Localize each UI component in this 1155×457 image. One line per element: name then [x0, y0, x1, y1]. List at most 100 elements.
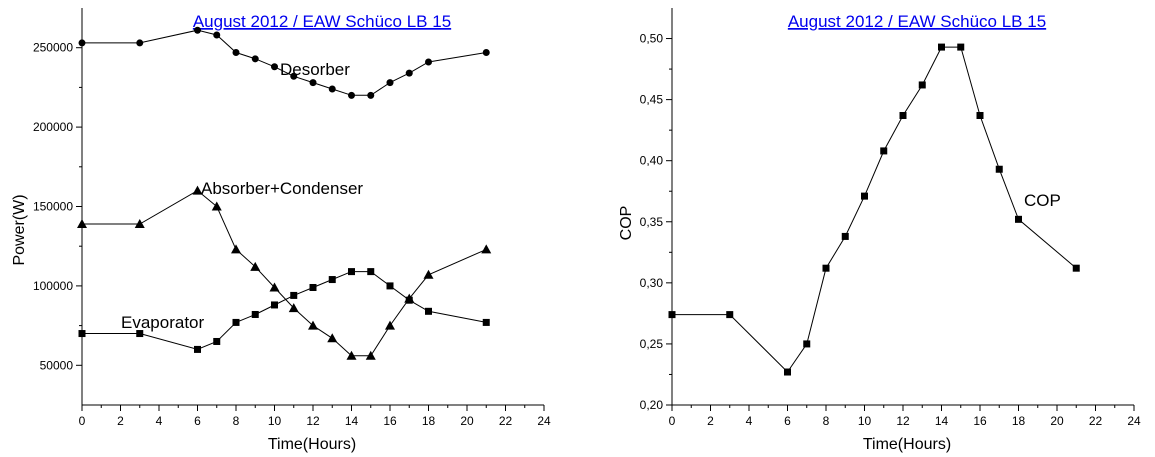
data-point-triangle — [385, 320, 395, 330]
cop-chart-ylabel: COP — [618, 206, 635, 241]
x-tick-label: 0 — [79, 414, 86, 428]
data-point-square — [957, 43, 965, 51]
data-point-square — [136, 330, 144, 338]
data-point-circle — [290, 72, 298, 80]
data-point-circle — [309, 79, 317, 87]
y-tick-label: 0,35 — [640, 215, 664, 229]
data-point-triangle — [192, 185, 203, 195]
data-point-triangle — [250, 261, 261, 271]
series-line-evaporator — [82, 271, 487, 350]
data-point-circle — [328, 85, 336, 93]
data-point-square — [822, 264, 830, 272]
x-tick-label: 8 — [823, 414, 830, 428]
series-label-absorber-condenser: Absorber+Condenser — [201, 179, 363, 198]
data-point-square — [348, 268, 355, 276]
y-tick-label: 0,20 — [640, 398, 664, 412]
x-tick-label: 10 — [858, 414, 872, 428]
data-point-circle — [213, 31, 221, 39]
y-tick-label: 0,40 — [640, 154, 664, 168]
x-tick-label: 8 — [233, 414, 240, 428]
x-tick-label: 18 — [1012, 414, 1026, 428]
y-tick-label: 50000 — [40, 358, 74, 372]
x-tick-label: 16 — [973, 414, 987, 428]
x-tick-label: 14 — [345, 414, 359, 428]
power-chart-markers — [77, 26, 492, 360]
series-label-evaporator: Evaporator — [121, 313, 204, 332]
series-label-cop: COP — [1024, 191, 1061, 210]
x-tick-label: 18 — [422, 414, 436, 428]
data-point-square — [482, 318, 490, 326]
data-point-square — [861, 192, 868, 200]
series-line-cop — [672, 46, 1077, 373]
data-point-square — [251, 310, 259, 318]
data-point-circle — [136, 39, 144, 47]
data-point-circle — [367, 91, 375, 99]
data-point-circle — [405, 69, 413, 77]
y-tick-label: 0,45 — [640, 93, 664, 107]
data-point-square — [1072, 264, 1080, 272]
data-point-triangle — [211, 201, 222, 211]
x-tick-label: 6 — [784, 414, 791, 428]
x-tick-label: 2 — [117, 414, 124, 428]
cop-chart: August 2012 / EAW Schüco LB 15 Time(Hour… — [618, 8, 1141, 453]
data-point-circle — [425, 58, 432, 66]
y-tick-label: 250000 — [33, 41, 73, 55]
data-point-triangle — [365, 350, 376, 360]
x-tick-label: 6 — [194, 414, 201, 428]
power-chart-axes: 0 2 4 6 8 10 12 14 16 18 20 22 245000010000015000020… — [33, 8, 551, 428]
x-tick-label: 24 — [537, 414, 551, 428]
cop-chart-xlabel: Time(Hours) — [863, 436, 951, 453]
data-point-triangle — [481, 244, 492, 254]
data-point-triangle — [269, 282, 280, 292]
data-point-square — [386, 282, 394, 290]
y-tick-label: 0,30 — [640, 276, 664, 290]
power-chart-xlabel: Time(Hours) — [268, 436, 356, 453]
power-chart-lines — [82, 29, 487, 357]
cop-chart-axes: 0 2 4 6 8 10 12 14 16 18 20 22 240,200,250,300,350,4… — [640, 8, 1141, 428]
y-tick-label: 100000 — [33, 279, 73, 293]
data-point-square — [668, 311, 676, 319]
y-tick-label: 0,25 — [640, 337, 664, 351]
data-point-square — [232, 318, 240, 326]
power-chart: August 2012 / EAW Schüco LB 15 Time(Hour… — [11, 8, 551, 453]
series-label-desorber: Desorber — [280, 60, 350, 79]
data-point-square — [841, 232, 849, 240]
data-point-square — [425, 307, 432, 315]
data-point-triangle — [77, 218, 87, 228]
x-tick-label: 24 — [1127, 414, 1141, 428]
data-point-square — [976, 111, 984, 119]
x-tick-label: 10 — [268, 414, 282, 428]
x-tick-label: 12 — [896, 414, 910, 428]
x-tick-label: 22 — [1089, 414, 1103, 428]
data-point-triangle — [134, 218, 145, 228]
power-chart-ylabel: Power(W) — [11, 194, 28, 265]
x-tick-label: 12 — [306, 414, 320, 428]
x-tick-label: 20 — [1050, 414, 1064, 428]
data-point-triangle — [308, 320, 318, 330]
x-tick-label: 4 — [156, 414, 163, 428]
data-point-circle — [232, 48, 240, 56]
data-point-square — [213, 337, 221, 345]
cop-chart-markers — [668, 43, 1080, 376]
data-point-square — [290, 291, 298, 299]
data-point-square — [899, 111, 907, 119]
data-point-circle — [78, 39, 86, 47]
data-point-triangle — [423, 269, 434, 279]
data-point-triangle — [327, 333, 338, 343]
y-tick-label: 0,50 — [640, 32, 664, 46]
series-line-desorber — [82, 29, 487, 96]
data-point-square — [78, 330, 86, 338]
data-point-square — [194, 345, 201, 353]
data-point-square — [309, 283, 317, 291]
data-point-square — [880, 147, 888, 155]
x-tick-label: 4 — [746, 414, 753, 428]
y-tick-label: 150000 — [33, 200, 73, 214]
power-chart-title[interactable]: August 2012 / EAW Schüco LB 15 — [193, 12, 451, 31]
series-line-absorber-condenser — [82, 189, 487, 357]
cop-chart-lines — [672, 46, 1077, 373]
cop-chart-title[interactable]: August 2012 / EAW Schüco LB 15 — [788, 12, 1046, 31]
x-tick-label: 20 — [460, 414, 474, 428]
x-tick-label: 22 — [499, 414, 513, 428]
data-point-circle — [194, 26, 201, 34]
